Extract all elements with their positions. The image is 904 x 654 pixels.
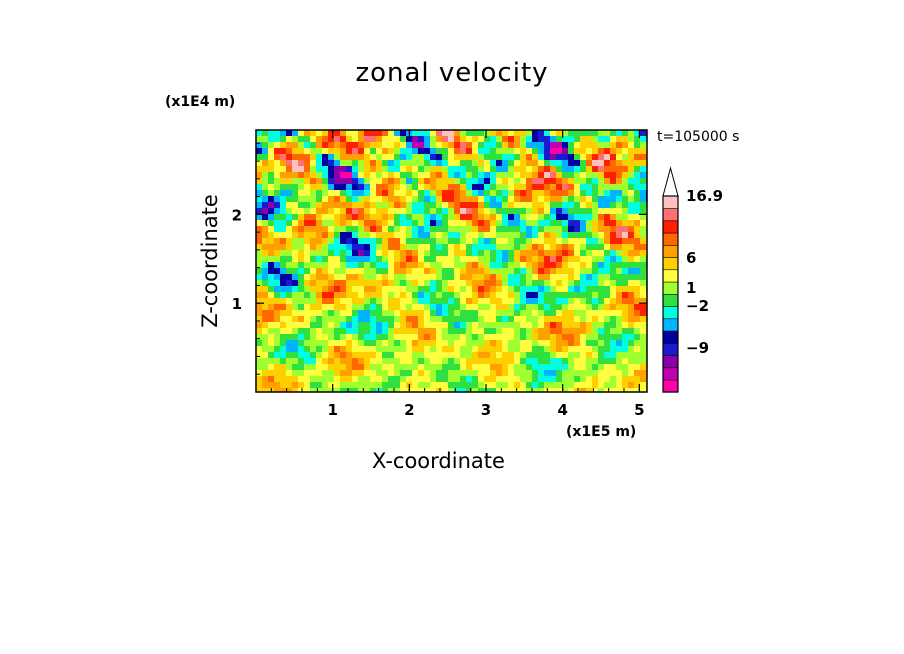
colorbar-swatch [662, 232, 679, 246]
colorbar-swatch [662, 318, 679, 332]
velocity-field [256, 130, 647, 392]
colorbar-swatch [662, 354, 679, 369]
colorbar-swatch [662, 367, 679, 381]
y-tick-label: 1 [232, 295, 242, 313]
y-ticks: 12 [232, 142, 647, 375]
y-tick-label: 2 [232, 206, 242, 224]
chart-title: zonal velocity [355, 58, 549, 88]
colorbar-swatch [662, 244, 679, 258]
colorbar-swatch [662, 207, 679, 222]
x-tick-label: 3 [481, 401, 491, 419]
colorbar-swatch [662, 281, 679, 295]
colorbar-swatch [662, 293, 679, 307]
colorbar-swatch [662, 220, 679, 234]
time-annotation: t=105000 s [657, 129, 740, 145]
colorbar-label: −9 [686, 339, 709, 357]
colorbar-frame [662, 195, 679, 393]
colorbar-extend-arrow [662, 166, 679, 197]
x-tick-label: 1 [327, 401, 337, 419]
colorbar-swatch [662, 269, 679, 283]
colorbar-swatch [662, 330, 679, 344]
x-tick-label: 5 [634, 401, 644, 419]
colorbar-swatch [662, 256, 679, 271]
colorbar: 16.9 6 1−2 −9 [662, 166, 723, 393]
colorbar-label: 16.9 [686, 187, 723, 205]
x-axis-label: X-coordinate [372, 449, 505, 473]
colorbar-label: 6 [686, 249, 696, 267]
colorbar-swatch [662, 379, 679, 393]
y-axis-unit: (x1E4 m) [165, 94, 236, 110]
x-axis-unit: (x1E5 m) [566, 424, 637, 440]
colorbar-label: 1 [686, 279, 696, 297]
colorbar-label: −2 [686, 297, 709, 315]
colorbar-swatch [662, 342, 679, 356]
colorbar-swatch [662, 305, 679, 320]
x-tick-label: 4 [557, 401, 567, 419]
x-tick-label: 2 [404, 401, 414, 419]
plot-frame [255, 129, 648, 393]
x-ticks: 1 2 3 4 5 [270, 130, 645, 419]
colorbar-swatch [662, 195, 679, 209]
